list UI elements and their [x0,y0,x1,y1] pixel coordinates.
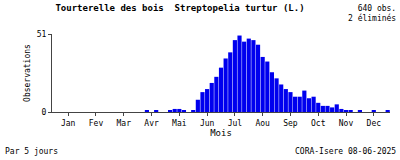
svg-text:Tourterelle des bois Streptop: Tourterelle des bois Streptopelia turtur… [55,3,304,13]
svg-text:Fev: Fev [89,119,104,128]
svg-text:Aou: Aou [255,119,270,128]
svg-text:Observations: Observations [23,44,32,102]
svg-text:Par 5 jours: Par 5 jours [5,147,58,156]
svg-text:640 obs.2 éliminés: 640 obs.2 éliminés [348,4,396,23]
svg-text:0: 0 [42,108,47,117]
svg-text:Sep: Sep [283,119,298,128]
svg-text:Oct: Oct [311,119,326,128]
svg-text:51: 51 [37,30,47,39]
svg-text:Nov: Nov [339,119,354,128]
svg-text:CORA-Isere 08-06-2025: CORA-Isere 08-06-2025 [295,147,396,156]
svg-text:Jun: Jun [200,119,215,128]
svg-text:Mar: Mar [117,119,132,128]
svg-text:Jul: Jul [228,119,243,128]
svg-text:Avr: Avr [144,119,159,128]
svg-text:Mois: Mois [210,128,232,138]
svg-text:Jan: Jan [61,119,76,128]
svg-text:Dec: Dec [367,119,382,128]
svg-text:Mai: Mai [172,119,187,128]
